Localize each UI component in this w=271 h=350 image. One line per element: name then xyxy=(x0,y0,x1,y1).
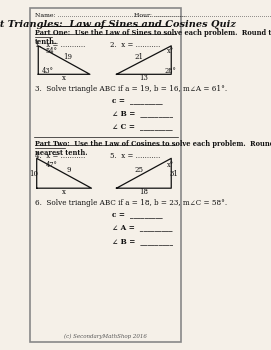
Text: ∠ C =  _________: ∠ C = _________ xyxy=(112,122,172,130)
Text: ∠ B =  _________: ∠ B = _________ xyxy=(112,237,173,245)
Text: c =  _________: c = _________ xyxy=(112,96,162,104)
Text: Right Triangles:  Law of Sines and Cosines Quiz: Right Triangles: Law of Sines and Cosine… xyxy=(0,20,237,29)
Text: x°: x° xyxy=(167,47,175,55)
Text: (c) SecondaryMathShop 2016: (c) SecondaryMathShop 2016 xyxy=(64,334,147,339)
Text: 18: 18 xyxy=(139,188,148,196)
Text: c =  _________: c = _________ xyxy=(112,210,162,218)
Text: 4.  x = ...........: 4. x = ........... xyxy=(35,152,86,160)
Text: 1.  x = ...........: 1. x = ........... xyxy=(35,41,86,49)
Text: Name: ..........................................................................: Name: ..................................… xyxy=(35,13,271,18)
Text: Part Two:  Use the Law of Cosines to solve each problem.  Round to the
nearest t: Part Two: Use the Law of Cosines to solv… xyxy=(35,140,271,158)
Text: 13: 13 xyxy=(139,75,148,83)
Text: 10: 10 xyxy=(29,170,38,177)
FancyBboxPatch shape xyxy=(30,8,181,342)
Text: 28°: 28° xyxy=(165,67,176,75)
Text: 31: 31 xyxy=(169,170,178,177)
Text: 47°: 47° xyxy=(45,161,57,169)
Text: 19: 19 xyxy=(63,53,72,61)
Text: x: x xyxy=(62,188,66,196)
Text: 9: 9 xyxy=(66,166,71,174)
Text: 6.  Solve triangle ABC if a = 18, b = 23, m∠C = 58°.: 6. Solve triangle ABC if a = 18, b = 23,… xyxy=(35,199,227,207)
Text: x: x xyxy=(62,75,66,83)
Text: Part One:  Use the Law of Sines to solve each problem.  Round to the nearest
ten: Part One: Use the Law of Sines to solve … xyxy=(35,29,271,46)
Text: 54°: 54° xyxy=(45,47,57,55)
Text: ∠ A =  _________: ∠ A = _________ xyxy=(112,224,172,232)
Text: 43°: 43° xyxy=(41,67,53,75)
Text: 21: 21 xyxy=(135,53,144,61)
Text: 3.  Solve triangle ABC if a = 19, b = 16, m∠A = 61°.: 3. Solve triangle ABC if a = 19, b = 16,… xyxy=(35,85,227,93)
Text: 25: 25 xyxy=(135,166,144,174)
Text: x°: x° xyxy=(167,161,175,169)
Text: 2.  x = ...........: 2. x = ........... xyxy=(110,41,161,49)
Text: Hour: ................: Hour: ................ xyxy=(134,13,186,18)
Text: 5.  x = ...........: 5. x = ........... xyxy=(110,152,161,160)
Text: ∠ B =  _________: ∠ B = _________ xyxy=(112,109,173,117)
